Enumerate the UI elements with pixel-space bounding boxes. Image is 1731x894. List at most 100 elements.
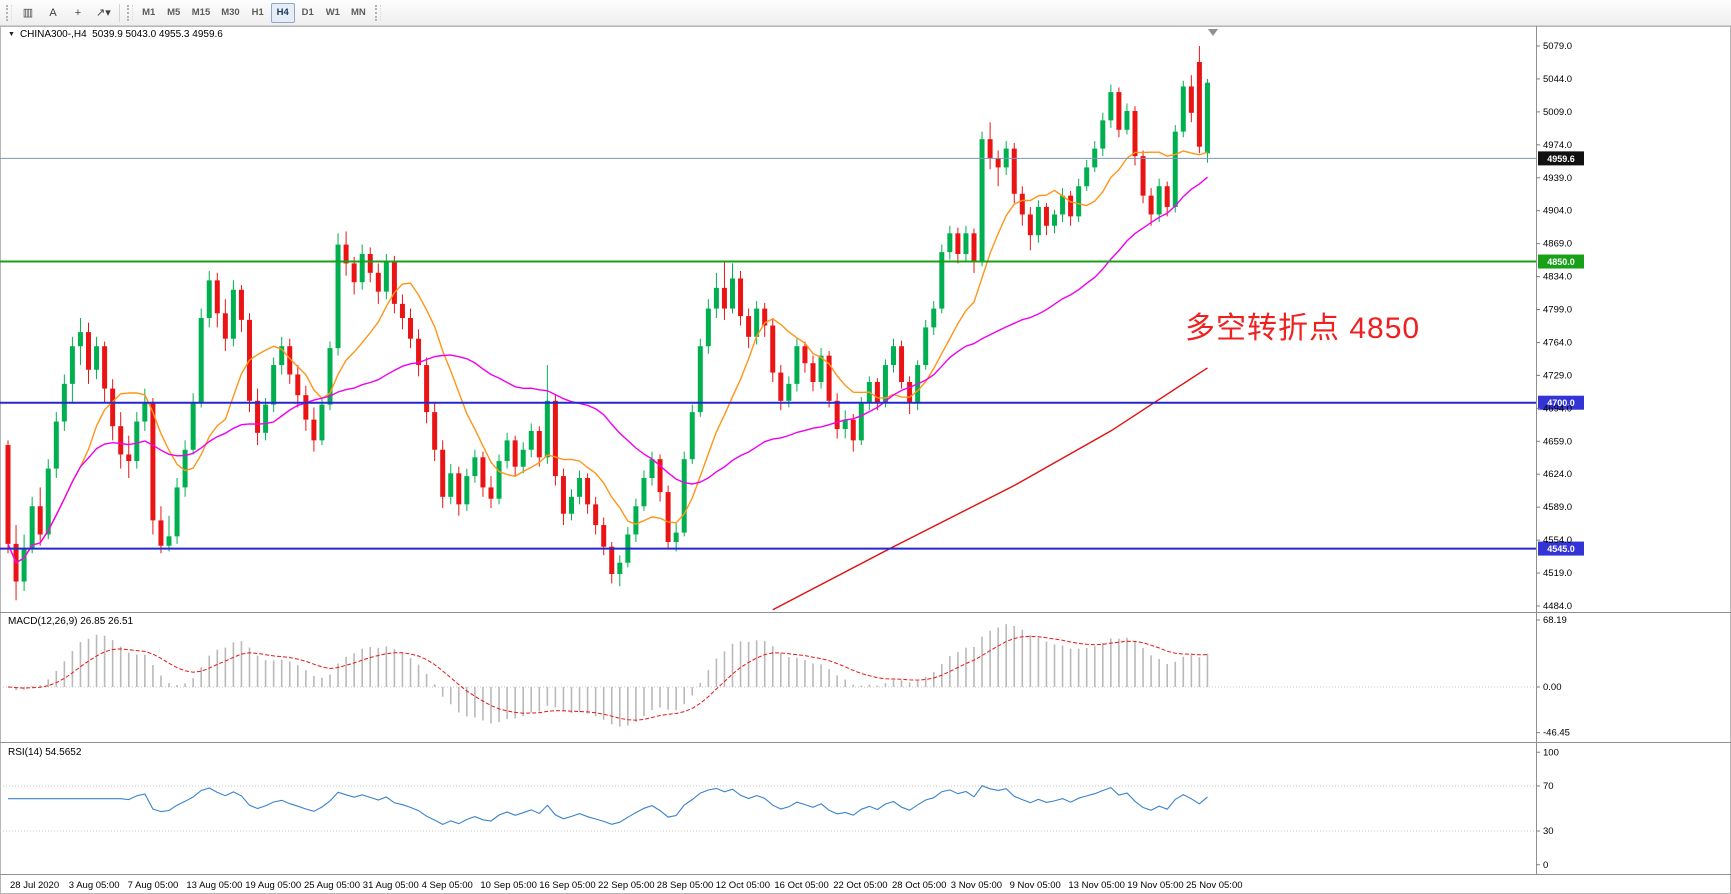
timeframe-button-h4[interactable]: H4 <box>270 2 295 23</box>
candle <box>1108 84 1114 128</box>
candle <box>391 255 397 314</box>
candle <box>1052 209 1057 234</box>
candle <box>327 341 333 411</box>
crosshair-icon-button[interactable]: + <box>66 3 90 23</box>
chart-canvas[interactable]: 4959.6 4850.0 4700.0 4545.0 5079.0 5044.0 5009… <box>0 26 1731 894</box>
candle <box>569 489 574 521</box>
candle <box>665 485 671 549</box>
candle <box>625 526 631 568</box>
candle <box>858 397 864 446</box>
svg-text:4624.0: 4624.0 <box>1543 469 1572 480</box>
candle <box>311 407 317 452</box>
toolbar-grip-2[interactable] <box>126 4 133 21</box>
candle <box>1132 106 1138 166</box>
candle <box>560 468 566 526</box>
svg-text:5079.0: 5079.0 <box>1543 41 1572 52</box>
price-tag <box>1538 541 1584 556</box>
candle <box>77 318 83 366</box>
candle <box>1204 78 1210 163</box>
symbol-dropdown-icon[interactable]: ▼ <box>8 31 15 38</box>
svg-text:4799.0: 4799.0 <box>1543 305 1572 316</box>
candle <box>206 270 212 328</box>
svg-text:5044.0: 5044.0 <box>1543 74 1572 85</box>
candle <box>536 426 542 467</box>
candle <box>512 435 518 477</box>
timeframe-button-mn[interactable]: MN <box>346 3 371 23</box>
timeframe-button-w1[interactable]: W1 <box>321 3 345 23</box>
candle <box>238 285 244 333</box>
svg-text:3 Aug 05:00: 3 Aug 05:00 <box>69 880 120 891</box>
timeframe-button-m1[interactable]: M1 <box>137 3 161 23</box>
svg-text:4 Sep 05:00: 4 Sep 05:00 <box>422 880 473 891</box>
macd-label: MACD(12,26,9) 26.85 26.51 <box>8 616 134 627</box>
candle <box>1140 150 1146 204</box>
chart-mode-icon-button[interactable]: ▥ <box>16 3 40 23</box>
svg-text:4939.0: 4939.0 <box>1543 173 1572 184</box>
price-tag <box>1538 254 1584 269</box>
annotate-text-icon-button[interactable]: A <box>41 3 65 23</box>
candle <box>158 506 164 554</box>
candle <box>1116 87 1122 138</box>
svg-text:28 Sep 05:00: 28 Sep 05:00 <box>657 880 714 891</box>
candle <box>416 329 422 377</box>
svg-text:22 Sep 05:00: 22 Sep 05:00 <box>598 880 655 891</box>
draw-objects-icon-button[interactable]: ↗▾ <box>91 3 116 23</box>
candle <box>794 338 800 392</box>
candle <box>585 473 591 514</box>
chart-shift-marker[interactable] <box>1208 29 1218 36</box>
candle <box>1084 159 1090 191</box>
candle <box>102 341 108 403</box>
timeframe-button-h1[interactable]: H1 <box>246 3 270 23</box>
timeframe-button-m15[interactable]: M15 <box>187 3 215 23</box>
candle <box>633 498 639 542</box>
candle <box>166 515 172 552</box>
candle <box>713 272 719 318</box>
candle <box>174 478 180 544</box>
toolbar: ▥ A + ↗▾ M1 M5 M15 M30 H1 H4 D1 W1 MN <box>0 0 1731 26</box>
toolbar-grip[interactable] <box>6 4 12 21</box>
timeframe-button-m30[interactable]: M30 <box>216 3 244 23</box>
svg-text:4959.6: 4959.6 <box>1547 154 1575 164</box>
svg-text:100: 100 <box>1543 747 1559 758</box>
candle <box>263 398 269 441</box>
time-axis[interactable]: 28 Jul 2020 3 Aug 05:00 7 Aug 05:00 13 Aug … <box>10 880 1243 891</box>
svg-text:4869.0: 4869.0 <box>1543 239 1572 250</box>
svg-text:5009.0: 5009.0 <box>1543 107 1572 118</box>
candle <box>1027 206 1033 251</box>
price-tag <box>1538 395 1584 410</box>
candle <box>987 122 993 170</box>
candle <box>1188 75 1194 123</box>
candle <box>818 348 824 389</box>
candle <box>850 414 856 452</box>
candle <box>641 470 647 511</box>
candle <box>1019 186 1025 226</box>
svg-text:-46.45: -46.45 <box>1543 728 1570 739</box>
toolbar-grip-3[interactable] <box>374 4 381 21</box>
price-axis[interactable]: 5079.0 5044.0 5009.0 4974.0 4939.0 4904.0 4869… <box>1536 41 1572 871</box>
candle <box>705 299 711 354</box>
macd-indicator <box>7 624 1209 727</box>
candle <box>1068 190 1074 226</box>
svg-text:16 Oct 05:00: 16 Oct 05:00 <box>774 880 828 891</box>
candle <box>198 308 204 408</box>
candle <box>319 398 325 446</box>
candle <box>697 338 703 417</box>
candle <box>802 341 808 373</box>
panel-separators[interactable] <box>0 26 1731 875</box>
candle <box>689 404 695 464</box>
timeframe-button-m5[interactable]: M5 <box>162 3 186 23</box>
candle <box>118 412 124 469</box>
candle <box>399 294 405 330</box>
ma-mid-magenta <box>7 176 1208 564</box>
level-lines[interactable]: 4959.6 4850.0 4700.0 4545.0 <box>0 151 1584 556</box>
chart-annotation[interactable]: 多空转折点 4850 <box>1185 312 1421 345</box>
candle <box>1148 188 1154 226</box>
candle <box>842 410 848 439</box>
candle <box>528 423 534 458</box>
candle <box>134 412 140 469</box>
symbol-ohlc-text: CHINA300-,H4 5039.9 5043.0 4955.3 4959.6 <box>19 29 223 40</box>
candle <box>45 459 51 540</box>
svg-text:4764.0: 4764.0 <box>1543 337 1572 348</box>
timeframe-button-d1[interactable]: D1 <box>296 3 320 23</box>
